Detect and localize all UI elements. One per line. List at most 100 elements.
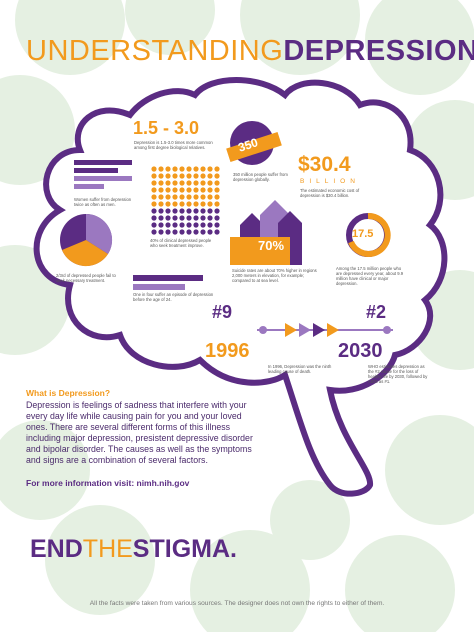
dot	[207, 215, 213, 221]
dot	[158, 208, 164, 214]
people-graphic	[226, 121, 282, 165]
dot	[165, 173, 171, 179]
dot	[214, 194, 220, 200]
dot	[186, 166, 192, 172]
dot	[193, 187, 199, 193]
dot	[172, 187, 178, 193]
dot	[165, 208, 171, 214]
cost-unit: BILLION	[300, 178, 360, 185]
dot	[214, 222, 220, 228]
dot	[151, 166, 157, 172]
dot	[165, 187, 171, 193]
dot	[172, 173, 178, 179]
women-caption: Women suffer from depression twice as of…	[74, 197, 132, 207]
dot	[207, 173, 213, 179]
rank-1996: #9	[212, 302, 233, 322]
dot	[200, 222, 206, 228]
title-light: UNDERSTANDING	[26, 35, 284, 67]
dot	[193, 173, 199, 179]
dot	[151, 229, 157, 235]
dot	[200, 166, 206, 172]
dot	[207, 194, 213, 200]
dot	[158, 229, 164, 235]
suicide-caption: Suicide rates are about 70% higher in re…	[232, 268, 317, 283]
dot	[186, 187, 192, 193]
treatment-caption: 40% of clinical depressed people who see…	[150, 238, 212, 248]
dot	[214, 215, 220, 221]
caption-2030: WHO estimates depression as the #2 cause…	[368, 364, 428, 384]
dot	[172, 229, 178, 235]
dot	[207, 180, 213, 186]
title-bold: DEPRESSION	[283, 35, 474, 67]
dot	[179, 166, 185, 172]
every-year-ring	[346, 212, 391, 257]
dot	[207, 222, 213, 228]
year-2030: 2030	[338, 340, 383, 362]
dot	[214, 166, 220, 172]
dot	[200, 208, 206, 214]
dot	[193, 229, 199, 235]
dot	[158, 173, 164, 179]
dot	[200, 194, 206, 200]
dot	[207, 229, 213, 235]
timeline-arrows	[257, 323, 393, 337]
dot	[158, 222, 164, 228]
info-more-link[interactable]: For more information visit: nimh.nih.gov	[26, 478, 190, 488]
dot	[165, 180, 171, 186]
slogan: ENDTHESTIGMA.	[30, 535, 237, 564]
dot	[151, 222, 157, 228]
dot	[200, 201, 206, 207]
dot	[151, 215, 157, 221]
dot	[158, 187, 164, 193]
slogan-stigma: STIGMA.	[132, 535, 237, 563]
dot	[186, 173, 192, 179]
dot	[165, 215, 171, 221]
suicide-buildings-graphic	[230, 200, 302, 265]
dot	[165, 166, 171, 172]
dot	[151, 194, 157, 200]
dot	[186, 180, 192, 186]
dot	[193, 215, 199, 221]
dot	[165, 194, 171, 200]
dot	[151, 180, 157, 186]
dot	[151, 201, 157, 207]
dot	[214, 187, 220, 193]
women-bar-graphic	[74, 160, 132, 189]
dot	[200, 180, 206, 186]
dot	[186, 222, 192, 228]
dot	[172, 201, 178, 207]
dot	[207, 187, 213, 193]
info-body: Depression is feelings of sadness that i…	[26, 400, 253, 465]
info-heading: What is Depression?	[26, 388, 111, 398]
dot	[165, 201, 171, 207]
every-year-stat: 17.5	[352, 228, 374, 240]
untreated-pie	[60, 213, 113, 267]
people-caption: 350 million people suffer from depressio…	[233, 172, 288, 182]
dot	[172, 222, 178, 228]
dot	[193, 180, 199, 186]
dot	[214, 229, 220, 235]
dot	[214, 180, 220, 186]
dot	[179, 173, 185, 179]
brain-outline	[33, 77, 448, 497]
dot	[186, 229, 192, 235]
dot	[179, 222, 185, 228]
rank-2030: #2	[366, 302, 387, 322]
page-title: UNDERSTANDINGDEPRESSION	[26, 35, 474, 68]
dot	[193, 201, 199, 207]
dot	[151, 173, 157, 179]
dot	[186, 201, 192, 207]
dot	[179, 201, 185, 207]
dot	[158, 166, 164, 172]
caption-1996: In 1996, Depression was the ninth leadin…	[268, 364, 332, 374]
before24-caption: One in four suffer an episode of depress…	[133, 292, 214, 302]
ratio-stat: 1.5 - 3.0	[133, 118, 200, 138]
dot	[158, 215, 164, 221]
dot	[179, 180, 185, 186]
dot	[207, 208, 213, 214]
dot	[165, 229, 171, 235]
dot	[165, 222, 171, 228]
dot	[214, 208, 220, 214]
dot	[200, 215, 206, 221]
